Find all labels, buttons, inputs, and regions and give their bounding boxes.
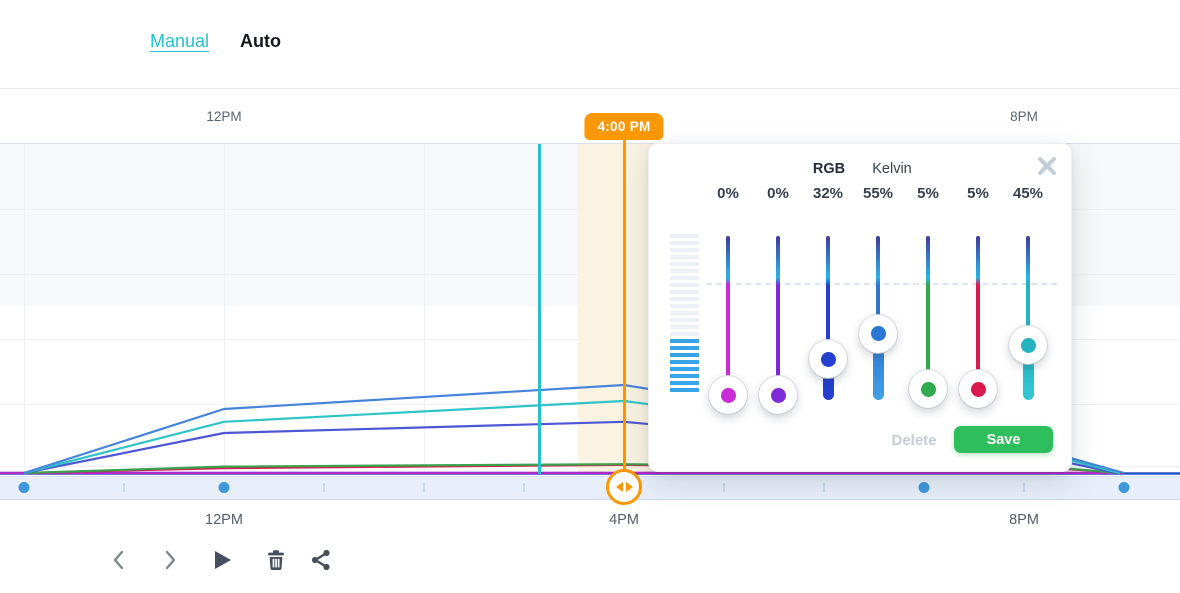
slider-handle-kelvin-blue[interactable] [859,314,897,353]
slider-track-green[interactable] [926,236,930,395]
channel-value-label-royal-blue: 32% [812,185,844,202]
timeline-strip[interactable] [0,476,1180,500]
channel-value-label-green: 5% [917,185,939,202]
trash-icon [268,550,284,570]
axis-label-top: 12PM [206,109,242,124]
slider-handle-dot-red [970,381,986,397]
intensity-level-indicator [670,234,699,395]
timeline-tick [823,483,825,492]
slider-fill-teal [1022,345,1034,401]
intensity-level-filled [670,339,699,395]
slider-handle-violet[interactable] [759,376,797,414]
hundred-percent-dashed-line [706,283,1057,285]
close-popup-button[interactable] [1034,153,1060,179]
play-icon [215,551,231,569]
next-button[interactable] [156,546,184,574]
share-button[interactable] [307,546,335,574]
grid-line-vertical [424,144,425,475]
timeline-tick [423,483,425,492]
rgb-group-label: RGB [812,161,846,177]
selected-time-line [622,140,626,475]
axis-label-bottom: 12PM [205,512,243,528]
slider-handle-dot-magenta [720,387,736,403]
slider-handle-dot-green [920,381,936,397]
close-icon [1038,157,1056,175]
slider-fill-royal-blue [822,359,834,401]
timeline-point[interactable] [18,482,30,493]
channel-value-label-teal: 45% [1012,185,1044,202]
current-time-line [538,144,541,474]
axis-label-bottom: 4PM [609,512,639,528]
timeline-tick [723,483,725,492]
chevron-right-icon [165,550,175,570]
slider-track-magenta[interactable] [726,236,730,395]
chevron-left-icon [113,550,123,570]
slider-track-royal-blue[interactable] [826,236,830,395]
grid-line-vertical [224,144,225,475]
grid-line-vertical [24,144,25,475]
slider-handle-dot-teal [1020,337,1036,353]
tabs-row: Manual Auto [0,0,1180,89]
drag-left-arrow-icon [615,482,623,492]
color-editor-popup: RGB Kelvin 0% 0% 32% 55% 5% 5% 45% Delete Save [648,143,1072,472]
timeline-point[interactable] [1118,482,1130,493]
axis-top: 4:00 PM 12PM 8PM [0,89,1180,143]
delete-point-button[interactable]: Delete [876,427,952,454]
timeline-tick [523,483,525,492]
slider-handle-dot-royal-blue [820,351,836,367]
slider-handle-green[interactable] [909,370,947,409]
slider-handle-dot-violet [770,387,786,403]
channel-value-label-magenta: 0% [717,185,739,202]
timeline-tick [123,483,125,492]
delete-schedule-button[interactable] [262,546,290,574]
channel-value-label-violet: 0% [767,185,789,202]
slider-handle-magenta[interactable] [709,376,747,414]
slider-fill-kelvin-blue [872,333,884,401]
timeline-tick [323,483,325,492]
intensity-level-upper [670,234,699,339]
play-preview-button[interactable] [208,546,236,574]
timeline-tick [1023,483,1025,492]
selected-time-badge: 4:00 PM [584,113,664,140]
save-button[interactable]: Save [954,426,1053,453]
slider-handle-dot-kelvin-blue [870,326,886,342]
axis-label-top: 8PM [1010,109,1038,124]
kelvin-group-label: Kelvin [872,161,912,177]
slider-handle-royal-blue[interactable] [809,340,847,379]
slider-handle-teal[interactable] [1009,326,1047,365]
timeline-point[interactable] [918,482,930,493]
slider-track-teal[interactable] [1026,236,1030,395]
tab-manual[interactable]: Manual [150,31,210,51]
timeline-point[interactable] [218,482,230,493]
slider-track-red[interactable] [976,236,980,395]
drag-right-arrow-icon [625,482,633,492]
previous-button[interactable] [104,546,132,574]
channel-value-label-red: 5% [967,185,989,202]
axis-label-bottom: 8PM [1009,512,1039,528]
share-icon [311,549,330,571]
slider-track-violet[interactable] [776,236,780,395]
tab-auto[interactable]: Auto [240,31,281,51]
channel-value-label-kelvin-blue: 55% [862,185,894,202]
selected-point-handle[interactable] [606,469,642,505]
slider-handle-red[interactable] [959,370,997,409]
